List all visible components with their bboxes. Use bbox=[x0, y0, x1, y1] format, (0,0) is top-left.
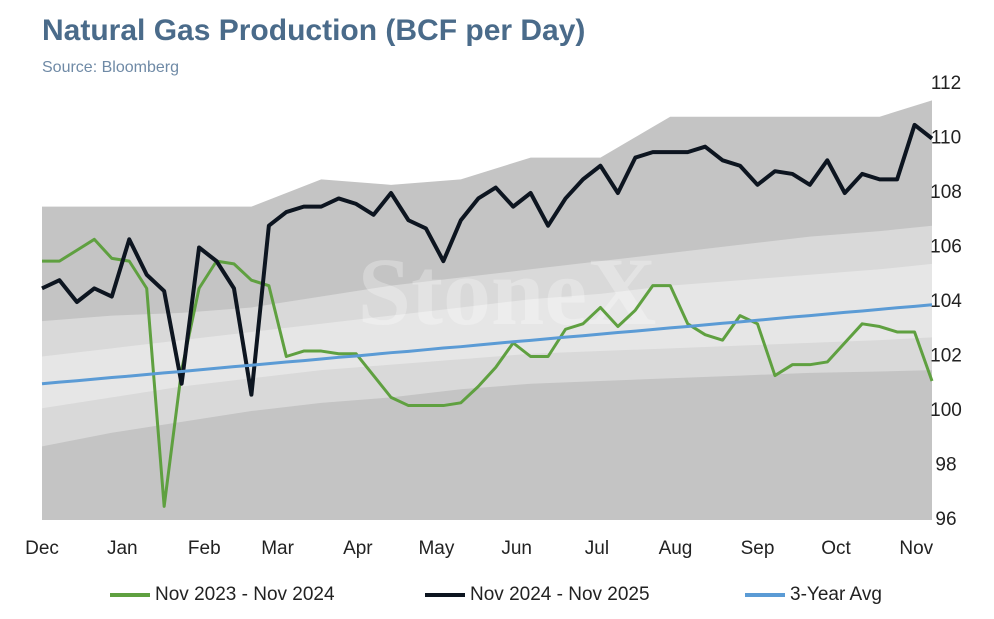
x-tick-label: Nov bbox=[899, 538, 933, 559]
y-tick-label: 108 bbox=[930, 182, 962, 203]
y-tick-label: 96 bbox=[935, 509, 956, 530]
x-tick-label: Feb bbox=[188, 538, 221, 559]
x-tick-label: Apr bbox=[343, 538, 373, 559]
x-tick-label: Jun bbox=[501, 538, 532, 559]
y-tick-label: 100 bbox=[930, 400, 962, 421]
y-tick-label: 110 bbox=[931, 128, 961, 149]
x-tick-label: Jul bbox=[585, 538, 609, 559]
chart-title: Natural Gas Production (BCF per Day) bbox=[42, 14, 585, 47]
range-band bbox=[42, 263, 932, 409]
x-tick-label: Aug bbox=[659, 538, 693, 559]
x-tick-label: Sep bbox=[741, 538, 775, 559]
x-tick-label: Jan bbox=[107, 538, 138, 559]
y-tick-label: 104 bbox=[930, 291, 962, 312]
x-tick-label: Oct bbox=[821, 538, 851, 559]
x-tick-label: Dec bbox=[25, 538, 59, 559]
legend-label: Nov 2023 - Nov 2024 bbox=[155, 584, 335, 605]
legend-label: Nov 2024 - Nov 2025 bbox=[470, 584, 650, 605]
x-tick-label: Mar bbox=[261, 538, 294, 559]
watermark: StoneX bbox=[358, 238, 657, 345]
series-line bbox=[41, 122, 934, 397]
y-tick-label: 112 bbox=[931, 73, 961, 94]
chart-subtitle: Source: Bloomberg bbox=[42, 59, 179, 76]
y-tick-label: 102 bbox=[930, 346, 962, 367]
y-tick-label: 98 bbox=[935, 455, 956, 476]
series-line bbox=[41, 303, 933, 386]
legend-label: 3-Year Avg bbox=[790, 584, 882, 605]
x-tick-label: May bbox=[418, 538, 454, 559]
y-tick-label: 106 bbox=[930, 237, 962, 258]
